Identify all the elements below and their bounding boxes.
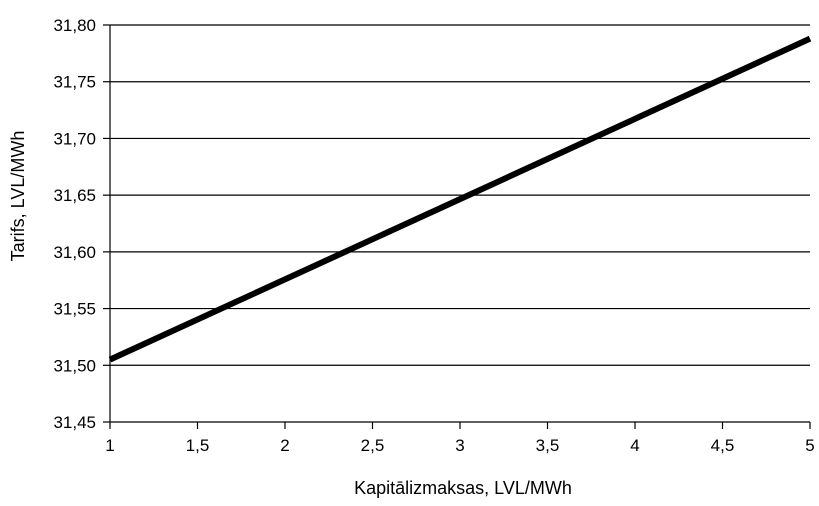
x-tick-label: 1 [105, 436, 114, 455]
series-line [108, 35, 812, 363]
y-tick-label: 31,55 [53, 300, 96, 319]
x-tick-label: 4 [630, 436, 639, 455]
x-tick-label: 2,5 [361, 436, 385, 455]
y-tick-label: 31,75 [53, 73, 96, 92]
y-tick-label: 31,80 [53, 16, 96, 35]
x-tick-label: 3,5 [536, 436, 560, 455]
x-axis-title: Kapitālizmaksas, LVL/MWh [354, 478, 572, 498]
y-tick-label: 31,50 [53, 356, 96, 375]
axes [103, 24, 811, 429]
y-tick-labels: 31,80 31,75 31,70 31,65 31,60 31,55 31,50 31,45 [53, 16, 96, 432]
y-axis-title: Tarifs, LVL/MWh [8, 131, 28, 262]
x-tick-label: 1,5 [186, 436, 210, 455]
y-tick-label: 31,65 [53, 186, 96, 205]
x-tick-label: 5 [805, 436, 814, 455]
series-layer [108, 35, 812, 363]
x-tick-label: 2 [280, 436, 289, 455]
x-tick-label: 4,5 [711, 436, 735, 455]
y-tick-label: 31,45 [53, 413, 96, 432]
y-tick-label: 31,70 [53, 129, 96, 148]
x-tick-label: 3 [455, 436, 464, 455]
y-tick-label: 31,60 [53, 243, 96, 262]
x-tick-labels: 1 1,5 2 2,5 3 3,5 4 4,5 5 [105, 436, 814, 455]
